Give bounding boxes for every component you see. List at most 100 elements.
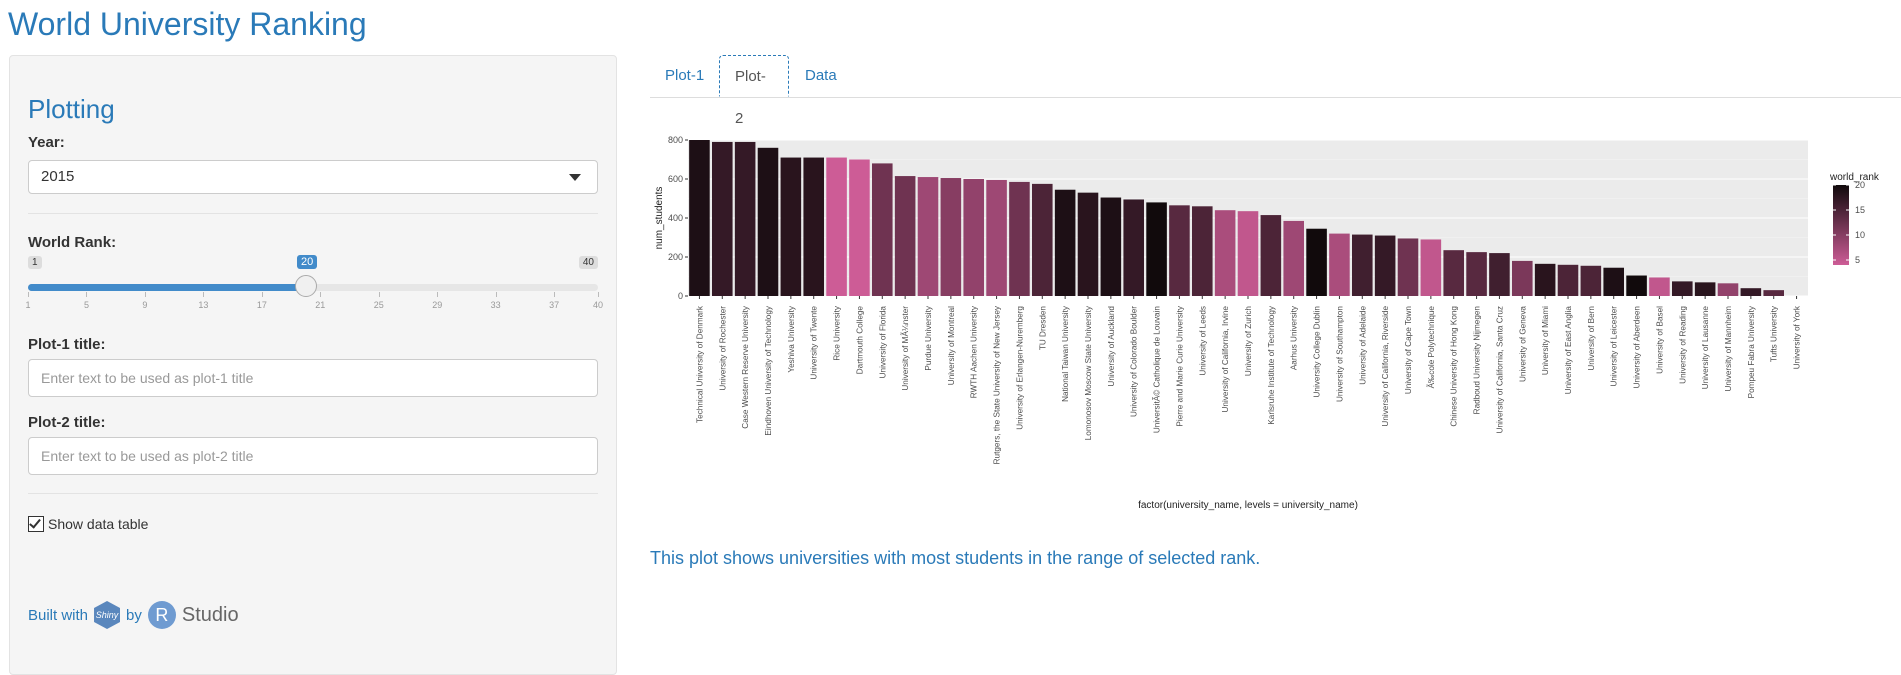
world-rank-label: World Rank: <box>28 234 117 251</box>
bar <box>1123 199 1144 296</box>
x-tick-label: Pompeu Fabra University <box>1747 305 1756 398</box>
x-tick-label: University of Colorado Boulder <box>1130 306 1139 417</box>
studio-text[interactable]: Studio <box>181 603 239 626</box>
bar <box>1649 277 1670 296</box>
x-tick-label: National Taiwan University <box>1061 305 1070 402</box>
legend-colorbar <box>1833 185 1849 265</box>
plot1-title-label: Plot-1 title: <box>28 336 106 353</box>
slider-min-label: 1 <box>28 256 42 269</box>
bar <box>1032 183 1053 296</box>
x-tick-label: University of Zurich <box>1244 306 1253 377</box>
show-data-table-checkbox-row[interactable]: Show data table <box>28 516 148 532</box>
by-text: by <box>126 606 142 624</box>
shiny-logo-icon[interactable]: Shiny <box>94 601 121 629</box>
slider-tick-label: 17 <box>256 300 267 310</box>
plot1-title-input[interactable] <box>28 359 598 397</box>
bar <box>1009 181 1030 296</box>
bar <box>1100 197 1122 296</box>
x-tick-label: TU Dresden <box>1038 306 1047 351</box>
bar <box>1169 205 1190 296</box>
slider-tick-label: 29 <box>432 300 443 310</box>
x-tick-label: University College Dublin <box>1313 306 1322 398</box>
x-tick-label: University of Reading <box>1678 306 1687 384</box>
bar <box>1466 252 1487 296</box>
x-tick-label: Technical University of Denmark <box>695 305 704 423</box>
x-tick-label: Lomonosov Moscow State University <box>1084 305 1093 440</box>
tab-plot-1[interactable]: Plot-1 <box>665 67 705 84</box>
bar <box>1192 206 1213 296</box>
app-title: World University Ranking <box>8 6 367 42</box>
show-data-table-checkbox[interactable] <box>28 516 44 532</box>
y-tick-label: 800 <box>668 135 683 145</box>
chevron-down-icon <box>569 174 581 181</box>
slider-tick-label: 5 <box>83 300 89 310</box>
legend-tick-label: 10 <box>1855 230 1865 240</box>
tab-plot-2[interactable]: Plot-2 <box>719 55 789 127</box>
built-with-footer: Built with Shiny by R Studio <box>28 601 239 629</box>
year-select[interactable]: 2015 <box>28 160 598 194</box>
x-tick-label: Tufts University <box>1770 305 1779 362</box>
check-icon <box>29 516 41 529</box>
bar-chart: 0 200 400 600 800 Technical University of Den… <box>654 135 1880 511</box>
bar <box>1283 220 1304 296</box>
slider-tick-label: 13 <box>198 300 209 310</box>
slider-tick <box>495 292 497 297</box>
tab-data[interactable]: Data <box>805 67 837 84</box>
slider-tick <box>320 292 322 297</box>
x-tick-label: Pierre and Marie Curie University <box>1175 305 1184 426</box>
y-axis-title: num_students <box>654 187 665 250</box>
slider-tick-label: 33 <box>490 300 501 310</box>
bar <box>1740 288 1762 296</box>
plot2-title-input[interactable] <box>28 437 598 475</box>
bar <box>1443 250 1464 296</box>
rstudio-logo-icon[interactable]: R <box>147 601 176 629</box>
x-tick-label: RWTH Aachen University <box>970 305 979 398</box>
legend-tick-label: 15 <box>1855 205 1865 215</box>
y-tick-label: 200 <box>668 252 683 262</box>
x-tick-label: UniversitÃ© Catholique de Louvain <box>1152 306 1162 434</box>
bar <box>1054 189 1076 296</box>
x-tick-label: University of Lausanne <box>1701 306 1710 390</box>
bar <box>1694 282 1716 296</box>
x-tick-label: Rice University <box>833 305 842 361</box>
x-tick-label: Purdue University <box>924 305 933 371</box>
slider-tick-label: 9 <box>142 300 148 310</box>
x-tick-label: Aarhus University <box>1290 305 1299 370</box>
divider <box>28 493 598 494</box>
slider-tick-label: 40 <box>592 300 603 310</box>
bar <box>1214 210 1236 296</box>
bar <box>1260 215 1282 296</box>
bar <box>872 163 893 296</box>
x-tick-label: University of Montreal <box>947 306 956 385</box>
slider-value-label: 20 <box>297 255 318 269</box>
x-tick-label: Rutgers, the State University of New Jer… <box>993 305 1002 464</box>
x-tick-label: University of Leeds <box>1198 306 1207 376</box>
world-rank-slider[interactable]: 1 40 20 1 5 9 13 17 21 25 29 33 37 40 <box>25 255 603 316</box>
legend-title: world_rank <box>1829 172 1880 183</box>
x-tick-label: Ã‰cole Polytechnique <box>1426 306 1436 389</box>
year-select-value: 2015 <box>41 168 75 185</box>
x-tick-label: University of Rochester <box>718 306 727 391</box>
x-tick-label: University of California, Riverside <box>1381 306 1390 427</box>
sidebar-panel: Plotting Year: 2015 World Rank: 1 40 20 … <box>9 55 617 675</box>
legend-tick-label: 5 <box>1855 255 1860 265</box>
x-tick-label: University of Adelaide <box>1358 306 1367 385</box>
slider-tick <box>598 292 599 297</box>
legend-tick-label: 20 <box>1855 180 1865 190</box>
bar <box>734 141 756 296</box>
bar <box>689 140 710 296</box>
bar <box>1237 211 1259 296</box>
x-tick-label: Eindhoven University of Technology <box>764 305 773 435</box>
bar <box>780 157 802 296</box>
bar <box>894 176 916 296</box>
x-tick-label: University of California, Irvine <box>1221 306 1230 413</box>
x-tick-label: University of York <box>1793 305 1802 369</box>
slider-handle[interactable] <box>295 275 317 297</box>
slider-tick <box>437 292 439 297</box>
bar <box>1717 283 1739 296</box>
x-tick-label: University of Twente <box>810 306 819 380</box>
x-tick-label: Karlsruhe Institute of Technology <box>1267 305 1276 425</box>
x-tick-label: University of California, Santa Cruz <box>1495 306 1504 433</box>
slider-tick <box>554 292 556 297</box>
bar <box>803 157 824 296</box>
